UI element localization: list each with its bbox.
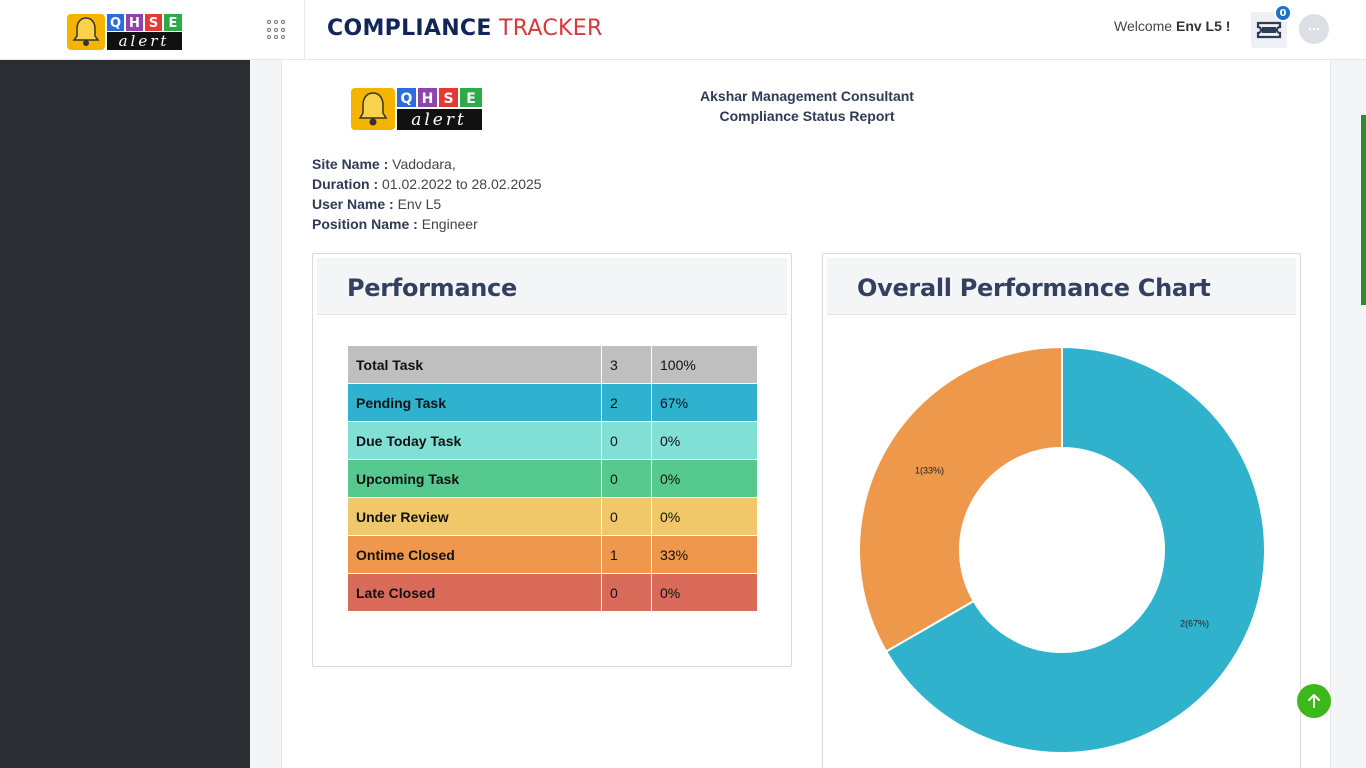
performance-row-percent: 100%: [651, 345, 758, 384]
performance-row-label: Ontime Closed: [347, 535, 602, 574]
meta-duration-value: 01.02.2022 to 28.02.2025: [382, 176, 542, 192]
meta-position-value: Engineer: [421, 216, 478, 232]
performance-row-label: Late Closed: [347, 573, 602, 612]
meta-duration-label: Duration :: [312, 176, 379, 192]
logo-letter-h: H: [129, 16, 140, 31]
user-avatar[interactable]: [1299, 14, 1329, 44]
meta-position: Position Name : Engineer: [312, 214, 542, 234]
ticket-icon: [1256, 21, 1282, 39]
performance-row-label: Upcoming Task: [347, 459, 602, 498]
svg-text:S: S: [443, 91, 453, 107]
performance-row-count: 0: [601, 573, 652, 612]
report-title: Compliance Status Report: [719, 108, 895, 124]
performance-row-percent: 33%: [651, 535, 758, 574]
performance-row: Due Today Task 0 0%: [347, 421, 758, 460]
donut-chart: 2(67%) 1(33%): [858, 345, 1266, 754]
app-title: COMPLIANCE TRACKER: [327, 16, 603, 41]
performance-row-label: Due Today Task: [347, 421, 602, 460]
performance-table: Total Task 3 100% Pending Task 2 67% Due Today…: [347, 345, 758, 612]
donut-slice[interactable]: [884, 345, 1266, 754]
svg-text:H: H: [422, 91, 434, 107]
meta-user-value: Env L5: [397, 196, 442, 212]
meta-position-label: Position Name :: [312, 216, 418, 232]
app-title-tracker: TRACKER: [498, 16, 603, 41]
svg-text:alert: alert: [411, 110, 467, 130]
performance-row: Late Closed 0 0%: [347, 573, 758, 612]
performance-row-percent: 0%: [651, 421, 758, 460]
chart-title: Overall Performance Chart: [857, 274, 1211, 302]
performance-title: Performance: [347, 274, 517, 302]
meta-site: Site Name : Vadodara,: [312, 154, 542, 174]
logo-letter-e: E: [169, 16, 178, 31]
performance-row-label: Pending Task: [347, 383, 602, 422]
chart-panel: Overall Performance Chart 2(67%) 1(33%): [822, 253, 1301, 768]
performance-row-count: 0: [601, 421, 652, 460]
app-title-compliance: COMPLIANCE: [327, 16, 492, 41]
report-card: Q H S E alert Akshar Management Consulta…: [281, 60, 1331, 768]
notification-badge: 0: [1274, 4, 1292, 22]
performance-row-count: 2: [601, 383, 652, 422]
meta-site-label: Site Name :: [312, 156, 389, 172]
performance-row-label: Total Task: [347, 345, 602, 384]
performance-row: Pending Task 2 67%: [347, 383, 758, 422]
performance-row-percent: 67%: [651, 383, 758, 422]
performance-row-percent: 0%: [651, 497, 758, 536]
meta-user-label: User Name :: [312, 196, 394, 212]
donut-slice-label: 2(67%): [1180, 619, 1209, 629]
performance-panel: Performance Total Task 3 100% Pending Task 2…: [312, 253, 792, 667]
chart-panel-header: Overall Performance Chart: [827, 258, 1296, 315]
scroll-to-top-button[interactable]: [1297, 684, 1331, 718]
performance-row: Under Review 0 0%: [347, 497, 758, 536]
top-header: Q H S E alert COMPLIANCE TRACKER Welcome…: [0, 0, 1366, 60]
meta-duration: Duration : 01.02.2022 to 28.02.2025: [312, 174, 542, 194]
performance-row-label: Under Review: [347, 497, 602, 536]
welcome-text: Welcome Env L5 !: [1114, 18, 1230, 34]
logo-alert-text: alert: [119, 32, 170, 50]
meta-user: User Name : Env L5: [312, 194, 542, 214]
report-logo: Q H S E alert: [351, 88, 482, 130]
performance-row-percent: 0%: [651, 459, 758, 498]
logo-letter-s: S: [149, 16, 158, 31]
welcome-prefix: Welcome: [1114, 18, 1173, 34]
performance-row: Upcoming Task 0 0%: [347, 459, 758, 498]
svg-text:Q: Q: [401, 91, 413, 107]
more-icon: [1308, 27, 1320, 31]
performance-row-count: 1: [601, 535, 652, 574]
app-grid-button[interactable]: [250, 0, 305, 60]
meta-site-value: Vadodara,: [392, 156, 456, 172]
arrow-up-icon: [1308, 694, 1320, 708]
donut-slice[interactable]: [858, 345, 1063, 653]
report-meta: Site Name : Vadodara, Duration : 01.02.2…: [312, 154, 542, 234]
welcome-user: Env L5 !: [1175, 18, 1231, 34]
svg-text:E: E: [466, 91, 476, 107]
organization-name: Akshar Management Consultant: [700, 88, 914, 104]
performance-row: Total Task 3 100%: [347, 345, 758, 384]
sidebar: [0, 60, 250, 768]
performance-panel-header: Performance: [317, 258, 787, 315]
report-heading: Akshar Management Consultant Compliance …: [607, 86, 1007, 126]
scroll-accent: [1361, 115, 1366, 305]
performance-row-count: 0: [601, 459, 652, 498]
logo-letter-q: Q: [110, 16, 121, 31]
grid-icon: [267, 20, 287, 40]
donut-slice-label: 1(33%): [915, 466, 944, 476]
performance-row: Ontime Closed 1 33%: [347, 535, 758, 574]
performance-row-count: 3: [601, 345, 652, 384]
qhse-alert-logo[interactable]: Q H S E alert: [67, 12, 183, 52]
performance-row-count: 0: [601, 497, 652, 536]
performance-row-percent: 0%: [651, 573, 758, 612]
